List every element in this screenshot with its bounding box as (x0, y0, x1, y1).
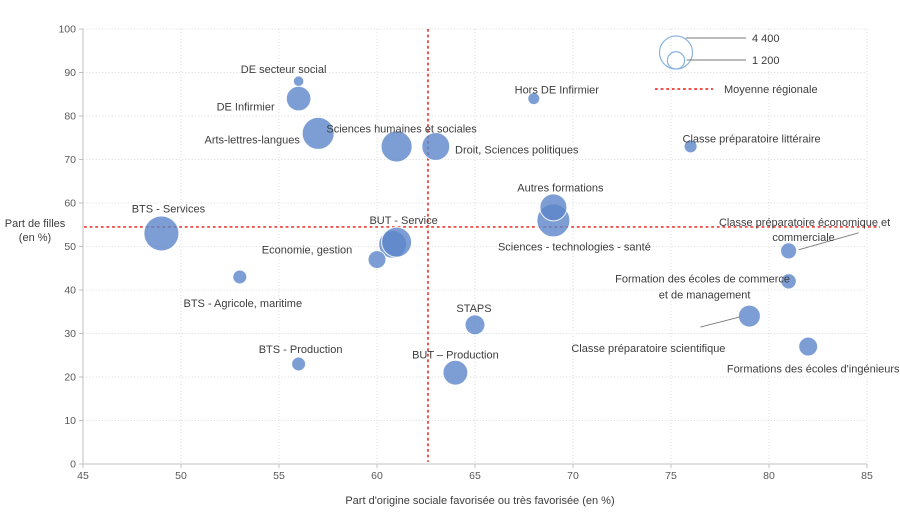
y-tick-label: 10 (64, 415, 76, 427)
bubble-staps (464, 314, 486, 336)
x-tick-label: 45 (77, 470, 89, 482)
y-tick-label: 100 (58, 24, 76, 36)
mean-legend-label: Moyenne régionale (724, 84, 818, 96)
point-label-classe-preparatoire-economique-et-commerciale: Classe préparatoire économique et (719, 217, 890, 229)
point-label-formations-des-ecoles-d-ingenieurs: Formations des écoles d'ingénieurs (727, 364, 900, 376)
bubble-hors-de-infirmier (527, 92, 541, 106)
point-label-autres-formations: Autres formations (517, 182, 604, 194)
point-label-but-service: BUT - Service (369, 215, 437, 227)
x-tick-label: 65 (469, 470, 481, 482)
size-legend-label: 4 400 (752, 33, 780, 45)
x-tick-label: 50 (175, 470, 187, 482)
point-label-bts-agricole-maritime: BTS - Agricole, maritime (184, 298, 303, 310)
size-legend-label: 1 200 (752, 55, 780, 67)
bubble-but-production (442, 359, 469, 386)
y-tick-label: 0 (70, 459, 76, 471)
x-tick-label: 60 (371, 470, 383, 482)
bubble-autres-formations (539, 193, 568, 222)
y-tick-label: 20 (64, 372, 76, 384)
y-tick-label: 40 (64, 285, 76, 297)
point-label-de-infirmier: DE Infirmier (217, 102, 275, 114)
point-label-sciences-technologies-sante: Sciences - technologies - santé (498, 241, 651, 253)
x-tick-label: 70 (567, 470, 579, 482)
point-label-classe-preparatoire-scientifique: Classe préparatoire scientifique (571, 343, 725, 355)
y-tick-label: 80 (64, 111, 76, 123)
size-legend-circle (658, 35, 694, 70)
leader-line-classe-preparatoire-economique-et-commerciale (798, 232, 859, 251)
point-label-de-secteur-social: DE secteur social (241, 64, 327, 76)
point-label-arts-lettres-langues: Arts-lettres-langues (205, 134, 301, 146)
bubble-sciences-humaines-et-sociales (380, 130, 413, 163)
point-label-staps: STAPS (456, 303, 491, 315)
x-tick-label: 75 (665, 470, 677, 482)
y-tick-label: 50 (64, 241, 76, 253)
bubble-arts-lettres-langues (301, 116, 335, 150)
point-label-classe-preparatoire-litteraire: Classe préparatoire littéraire (683, 133, 821, 145)
point-label-classe-preparatoire-economique-et-commerciale: commerciale (772, 232, 834, 244)
point-label-formation-des-ecoles-de-commerce-et-de-management: Formation des écoles de commerce (615, 273, 790, 285)
y-tick-label: 70 (64, 154, 76, 166)
bubble-droit-sciences-politiques (421, 131, 451, 161)
bubble-bts-production (291, 356, 307, 372)
x-tick-label: 85 (861, 470, 873, 482)
point-label-sciences-humaines-et-sociales: Sciences humaines et sociales (326, 123, 477, 135)
y-axis-title: (en %) (19, 232, 51, 244)
point-label-droit-sciences-politiques: Droit, Sciences politiques (455, 144, 579, 156)
bubble-but-service (381, 226, 413, 258)
bubble-classe-preparatoire-litteraire (683, 139, 698, 154)
bubble-de-infirmier (285, 85, 312, 112)
point-label-but-production: BUT – Production (412, 350, 499, 362)
point-label-economie-gestion: Economie, gestion (262, 245, 353, 257)
point-label-hors-de-infirmier: Hors DE Infirmier (515, 85, 600, 97)
point-label-bts-services: BTS - Services (132, 203, 206, 215)
bubble-bts-agricole-maritime (232, 269, 248, 285)
x-tick-label: 80 (763, 470, 775, 482)
leader-line-classe-preparatoire-scientifique (700, 316, 740, 328)
bubble-classe-preparatoire-scientifique (737, 304, 761, 328)
bubble-de-secteur-social (292, 75, 305, 87)
bubble-classe-preparatoire-economique-et-commerciale (780, 242, 798, 260)
bubble-economie-gestion (367, 250, 387, 270)
y-axis-title: Part de filles (5, 218, 66, 230)
y-tick-label: 90 (64, 67, 76, 79)
bubble-formations-des-ecoles-d-ingenieurs (798, 336, 819, 357)
y-tick-label: 30 (64, 328, 76, 340)
bubble-bts-services (143, 215, 180, 252)
size-legend-circle (666, 51, 686, 70)
bubble-formation-des-ecoles-de-commerce-et-de-management (780, 273, 797, 290)
y-tick-label: 60 (64, 198, 76, 210)
point-label-formation-des-ecoles-de-commerce-et-de-management: et de management (659, 289, 751, 301)
point-label-bts-production: BTS - Production (259, 344, 343, 356)
x-tick-label: 55 (273, 470, 285, 482)
x-axis-title: Part d'origine sociale favorisée ou très… (345, 495, 614, 507)
